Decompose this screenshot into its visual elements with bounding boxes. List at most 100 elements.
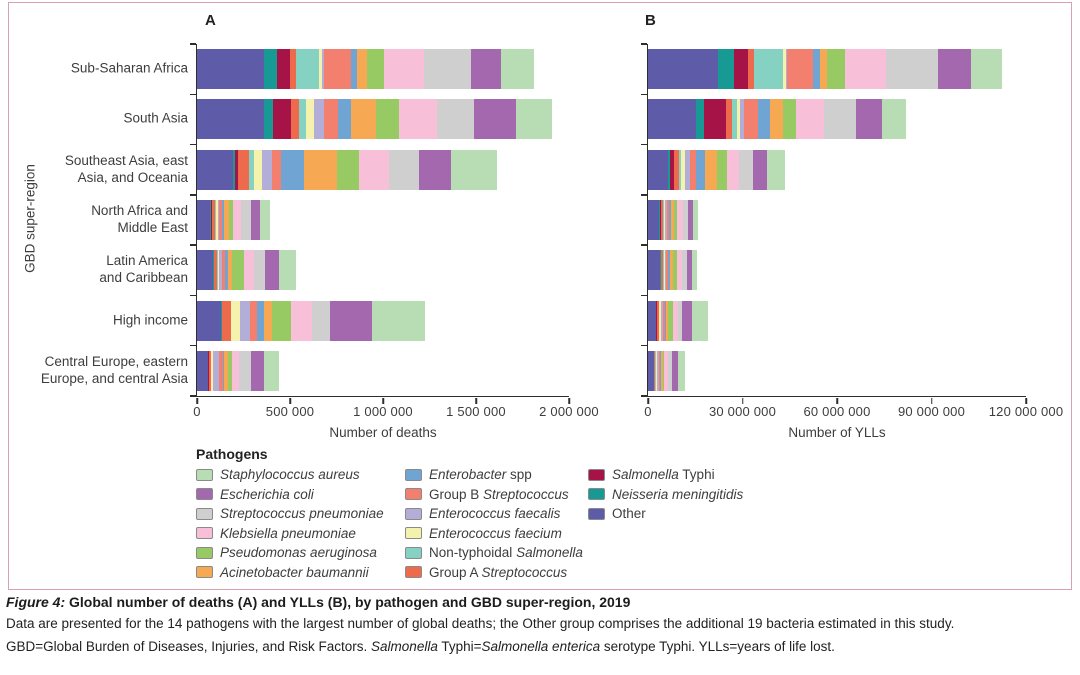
bar-segment-streptococcus-pneumoniae [738, 149, 754, 190]
legend-item: Klebsiella pneumoniae [196, 526, 384, 541]
bar-segment-escherichia-coli [330, 300, 372, 341]
bar-segment-klebsiella-pneumoniae [384, 49, 425, 90]
bar-segment-acinetobacter-baumannii [357, 49, 368, 90]
bar-segment-klebsiella-pneumoniae [359, 149, 390, 190]
bar-segment-neisseria-meningitidis [210, 200, 212, 240]
bar-segment-neisseria-meningitidis [221, 300, 222, 341]
bar-row [648, 250, 1026, 291]
x-axis-tick [568, 397, 570, 404]
bar-segment-staphylococcus-aureus [500, 49, 534, 90]
bar-segment-enterococcus-faecium [231, 300, 241, 341]
bar-row [197, 99, 569, 140]
bar-segment-enterococcus-faecalis [685, 149, 690, 190]
legend-swatch [405, 546, 422, 559]
bar-segment-streptococcus-pneumoniae [824, 99, 856, 140]
legend-swatch [405, 566, 422, 578]
bar-segment-other [197, 149, 233, 190]
y-axis-tick [640, 93, 647, 96]
bar-segment-klebsiella-pneumoniae [399, 99, 438, 140]
legend-swatch [588, 488, 605, 500]
x-tick-label: 60 000 000 [803, 404, 871, 419]
legend-item: Group B Streptococcus [405, 487, 583, 502]
bar-segment-escherichia-coli [753, 149, 767, 190]
region-label: High income [112, 312, 188, 328]
bar-segment-non-typhoidal-salmonella [299, 99, 306, 140]
x-tick-label: 0 [644, 404, 652, 419]
bar-segment-neisseria-meningitidis [212, 250, 214, 291]
bar-segment-escherichia-coli [937, 49, 971, 90]
bar-segment-group-b-streptococcus [271, 149, 282, 190]
bar-segment-staphylococcus-aureus [264, 350, 280, 391]
y-axis-tick [640, 194, 647, 196]
legend-label: Acinetobacter baumannii [220, 564, 369, 580]
x-tick-label: 90 000 000 [897, 404, 966, 419]
bar-segment-non-typhoidal-salmonella [217, 250, 219, 291]
legend-item: Enterococcus faecium [405, 526, 583, 541]
bar-segment-escherichia-coli [470, 49, 501, 90]
bar-segment-acinetobacter-baumannii [227, 250, 233, 291]
region-label: Latin America and Caribbean [99, 253, 188, 286]
bar-segment-acinetobacter-baumannii [661, 350, 663, 391]
bar-segment-group-b-streptococcus [666, 200, 670, 240]
legend-label: Pseudomonas aeruginosa [220, 545, 377, 560]
bar-segment-group-a-streptococcus [661, 250, 664, 291]
y-axis-tick [189, 143, 196, 146]
bar-segment-escherichia-coli [264, 250, 279, 291]
bar-segment-group-a-streptococcus [290, 99, 300, 140]
bar-segment-enterobacter-spp [696, 149, 706, 190]
x-tick-label: 120 000 000 [988, 404, 1064, 419]
bar-segment-acinetobacter-baumannii [671, 200, 675, 240]
bar-segment-escherichia-coli [686, 250, 692, 291]
bar-segment-klebsiella-pneumoniae [677, 200, 683, 240]
bar-segment-enterobacter-spp [813, 49, 820, 90]
bar-segment-enterococcus-faecalis [262, 149, 272, 190]
bar-segment-staphylococcus-aureus [515, 99, 553, 140]
x-tick-label: 1 000 000 [353, 404, 413, 419]
bar-segment-group-b-streptococcus [219, 350, 223, 391]
x-axis-tick [647, 397, 649, 404]
bar-segment-group-a-streptococcus [212, 200, 216, 240]
bar-segment-salmonella-typhi [276, 49, 290, 90]
legend-label: Group A Streptococcus [429, 564, 568, 580]
bar-segment-streptococcus-pneumoniae [437, 99, 475, 140]
bar-segment-enterobacter-spp [668, 250, 670, 291]
bar-segment-enterobacter-spp [669, 200, 672, 240]
bar-segment-neisseria-meningitidis [263, 99, 273, 140]
bar-segment-neisseria-meningitidis [667, 149, 671, 190]
bar-segment-enterococcus-faecium [305, 99, 314, 140]
bar-segment-klebsiella-pneumoniae [233, 200, 241, 240]
bar-segment-enterobacter-spp [222, 350, 225, 391]
bar-segment-enterococcus-faecium [253, 149, 263, 190]
bar-segment-other [648, 200, 660, 240]
y-axis-tick [189, 395, 196, 397]
bar-segment-neisseria-meningitidis [659, 250, 661, 291]
y-axis-tick [640, 43, 647, 45]
bar-segment-group-b-streptococcus [689, 149, 697, 190]
legend-label: Neisseria meningitidis [612, 486, 744, 502]
bar-segment-group-a-streptococcus [238, 149, 250, 190]
bar-segment-group-b-streptococcus [324, 49, 351, 90]
legend-column: Staphylococcus aureus Escherichia coli Str… [196, 467, 384, 585]
y-axis-tick [640, 244, 647, 246]
bar-segment-enterobacter-spp [225, 250, 228, 291]
bar-segment-enterococcus-faecium [655, 350, 657, 391]
panel-a-label: A [205, 12, 216, 29]
legend-label: Salmonella Typhi [612, 467, 715, 482]
bar-segment-group-b-streptococcus [250, 300, 257, 341]
bar-row [197, 149, 569, 190]
x-axis-tick [475, 397, 477, 404]
bar-segment-enterococcus-faecium [664, 250, 665, 291]
bar-segment-pseudomonas-aeruginosa [228, 200, 234, 240]
y-axis-tick [189, 344, 196, 347]
bar-segment-other [648, 49, 718, 90]
legend-swatch [196, 527, 213, 539]
bar-row [648, 350, 1026, 391]
legend-item: Group A Streptococcus [405, 564, 583, 580]
bar-segment-non-typhoidal-salmonella [678, 149, 682, 190]
bar-segment-acinetobacter-baumannii [769, 99, 784, 140]
bar-segment-streptococcus-pneumoniae [240, 200, 252, 240]
bar-segment-streptococcus-pneumoniae [253, 250, 265, 291]
legend-item: Other [588, 506, 743, 521]
x-axis-tick [382, 397, 384, 404]
bar-segment-enterobacter-spp [281, 149, 305, 190]
